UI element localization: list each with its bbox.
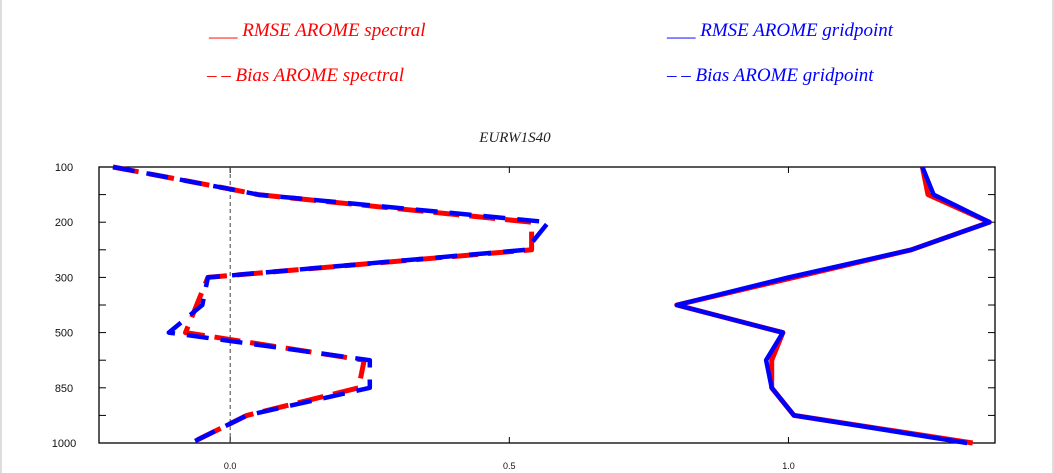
series-layer [112,164,992,446]
legend: ___ RMSE AROME spectral – – Bias AROME s… [206,20,894,86]
x-tick-label: 0.5 [503,461,516,471]
series-line-rmse-arome-gridpoint [674,166,992,446]
axis-ticks: 100 200 300 500 850 1000 0.0 0.5 1.0 [52,162,995,471]
y-tick-label: 300 [55,272,73,284]
legend-bias-gridpoint: – – Bias AROME gridpoint [666,65,874,86]
x-tick-label: 1.0 [782,461,795,471]
y-tick-label: 500 [55,328,73,340]
chart-title: EURW1S40 [478,130,551,146]
legend-bias-spectral: – – Bias AROME spectral [206,65,404,86]
y-tick-label: 850 [55,383,73,395]
series-line-bias-arome-gridpoint [112,164,551,446]
y-tick-label: 1000 [52,438,76,450]
x-tick-label: 0.0 [224,461,237,471]
legend-rmse-spectral: ___ RMSE AROME spectral [208,20,426,41]
y-tick-label: 200 [55,217,73,229]
plot-frame [98,166,996,444]
y-tick-label: 100 [55,162,73,174]
series-line-rmse-arome-spectral [674,166,992,446]
series-line-bias-arome-spectral [112,164,535,446]
legend-rmse-gridpoint: ___ RMSE AROME gridpoint [666,20,894,41]
